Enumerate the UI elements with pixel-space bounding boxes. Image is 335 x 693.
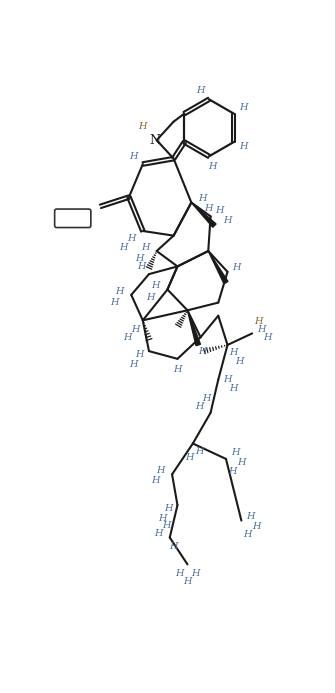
Text: H: H <box>232 263 241 272</box>
Text: H: H <box>223 216 232 225</box>
Text: H: H <box>198 194 206 203</box>
Polygon shape <box>208 251 228 283</box>
Text: H: H <box>229 385 238 394</box>
FancyBboxPatch shape <box>55 209 91 227</box>
Text: H: H <box>263 333 272 342</box>
Text: H: H <box>237 458 246 467</box>
Text: H: H <box>116 287 124 295</box>
Text: H: H <box>209 162 217 170</box>
Text: H: H <box>202 394 211 403</box>
Text: H: H <box>135 351 144 360</box>
Text: H: H <box>223 375 232 384</box>
Text: H: H <box>195 447 203 456</box>
Text: H: H <box>215 206 224 215</box>
Text: H: H <box>154 529 162 538</box>
Text: H: H <box>123 333 132 342</box>
Text: H: H <box>176 569 184 578</box>
Polygon shape <box>188 310 200 346</box>
Text: H: H <box>131 325 139 334</box>
Text: H: H <box>137 262 145 271</box>
Text: H: H <box>228 467 237 475</box>
Text: H: H <box>185 453 193 462</box>
Text: H: H <box>183 577 192 586</box>
Text: H: H <box>236 358 244 367</box>
Text: H: H <box>152 281 160 290</box>
Text: H: H <box>191 569 199 578</box>
Text: H: H <box>139 122 147 131</box>
Text: H: H <box>141 243 149 252</box>
Text: H: H <box>240 103 248 112</box>
Text: H: H <box>129 152 138 161</box>
Polygon shape <box>191 202 216 227</box>
Text: H: H <box>253 523 261 531</box>
Text: H: H <box>158 514 166 523</box>
Text: H: H <box>229 348 238 357</box>
Text: H: H <box>135 254 144 263</box>
Text: H: H <box>110 298 119 307</box>
Text: H: H <box>129 360 138 369</box>
Text: H: H <box>195 402 203 411</box>
Text: H: H <box>156 466 165 475</box>
Text: H: H <box>196 87 205 96</box>
Text: H: H <box>257 325 266 334</box>
Text: H: H <box>170 542 178 551</box>
Text: H: H <box>146 292 155 301</box>
Text: H: H <box>204 204 212 213</box>
Text: H: H <box>127 234 136 243</box>
Text: H: H <box>164 505 173 514</box>
Text: H: H <box>240 142 248 151</box>
Text: H: H <box>243 530 252 539</box>
Text: H: H <box>151 476 159 485</box>
Text: H: H <box>173 365 182 374</box>
Text: H: H <box>231 448 240 457</box>
Text: H: H <box>246 512 255 521</box>
Text: Abs: Abs <box>63 211 82 221</box>
Text: H: H <box>119 243 128 252</box>
Text: N: N <box>150 134 161 147</box>
Text: H: H <box>254 317 263 326</box>
Text: H: H <box>199 346 207 356</box>
Text: H: H <box>162 521 170 530</box>
